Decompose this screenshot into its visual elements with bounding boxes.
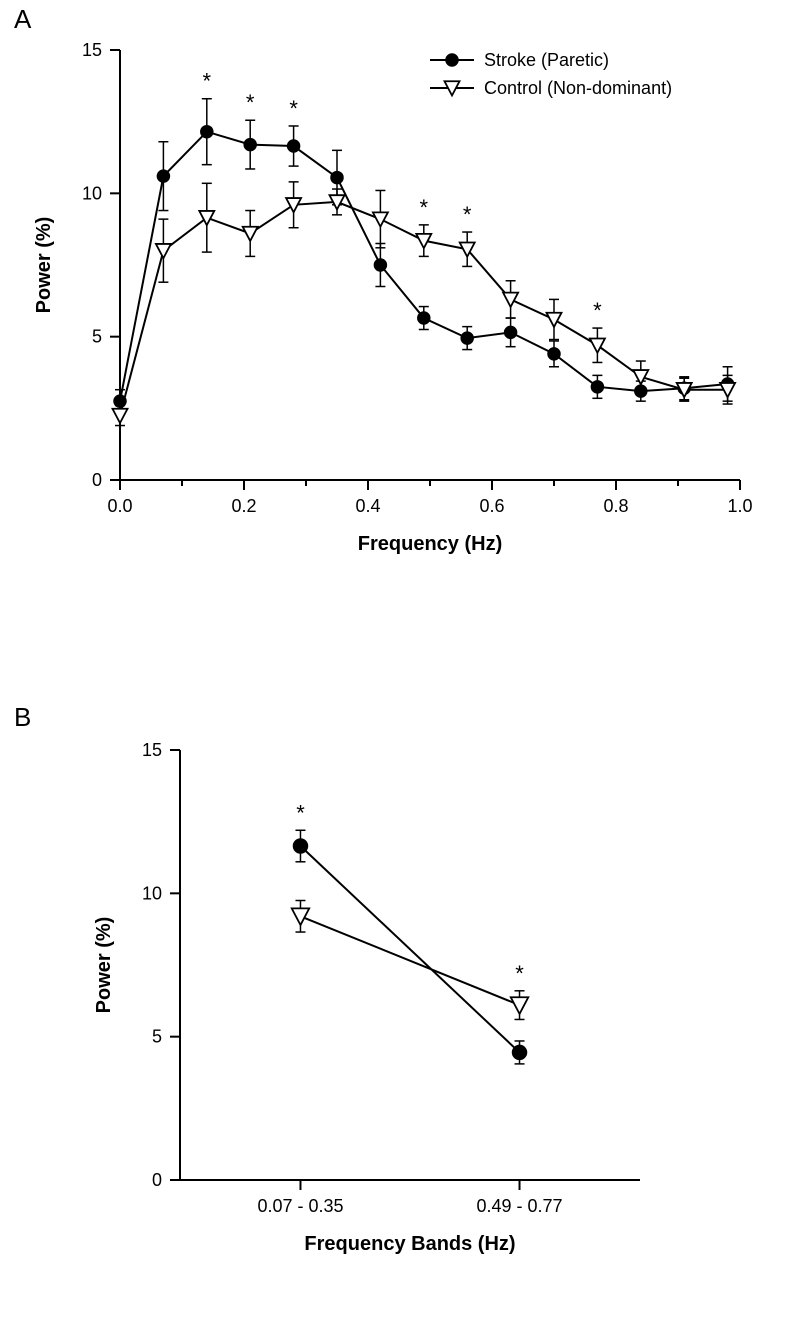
- svg-text:0: 0: [152, 1170, 162, 1190]
- svg-text:0.2: 0.2: [231, 496, 256, 516]
- panel-b-chart: 0.07 - 0.35 0.49 - 0.77 0 5 10 15 Frequency Ba…: [0, 700, 786, 1320]
- svg-text:Power (%): Power (%): [33, 217, 55, 314]
- figure: A 0.00.20.40.60.81.0051015Frequency (Hz)…: [0, 0, 786, 1333]
- svg-text:0.8: 0.8: [603, 496, 628, 516]
- svg-text:10: 10: [82, 183, 102, 203]
- svg-text:0.49 - 0.77: 0.49 - 0.77: [476, 1196, 562, 1216]
- svg-text:15: 15: [82, 40, 102, 60]
- svg-text:10: 10: [142, 883, 162, 903]
- svg-text:Control (Non-dominant): Control (Non-dominant): [484, 78, 672, 98]
- svg-text:*: *: [463, 202, 472, 227]
- svg-text:*: *: [203, 69, 212, 94]
- svg-text:Stroke (Paretic): Stroke (Paretic): [484, 50, 609, 70]
- svg-text:15: 15: [142, 740, 162, 760]
- svg-text:Frequency Bands (Hz): Frequency Bands (Hz): [304, 1233, 515, 1255]
- svg-text:*: *: [246, 90, 255, 115]
- svg-text:*: *: [296, 800, 305, 825]
- svg-text:5: 5: [92, 327, 102, 347]
- svg-text:0.07 - 0.35: 0.07 - 0.35: [257, 1196, 343, 1216]
- svg-text:0.4: 0.4: [355, 496, 380, 516]
- svg-text:*: *: [289, 96, 298, 121]
- svg-text:1.0: 1.0: [727, 496, 752, 516]
- svg-text:0.0: 0.0: [107, 496, 132, 516]
- svg-text:Power (%): Power (%): [93, 917, 115, 1014]
- svg-text:*: *: [420, 195, 429, 220]
- svg-text:Frequency (Hz): Frequency (Hz): [358, 533, 502, 555]
- svg-text:*: *: [515, 961, 524, 986]
- svg-text:0: 0: [92, 470, 102, 490]
- panel-a-chart: 0.0 0.2 0.4 0.6 0.8 1.0 0 5 10 15 Frequency (Hz) Po…: [0, 0, 786, 610]
- svg-text:0.6: 0.6: [479, 496, 504, 516]
- svg-text:*: *: [593, 298, 602, 323]
- svg-text:5: 5: [152, 1027, 162, 1047]
